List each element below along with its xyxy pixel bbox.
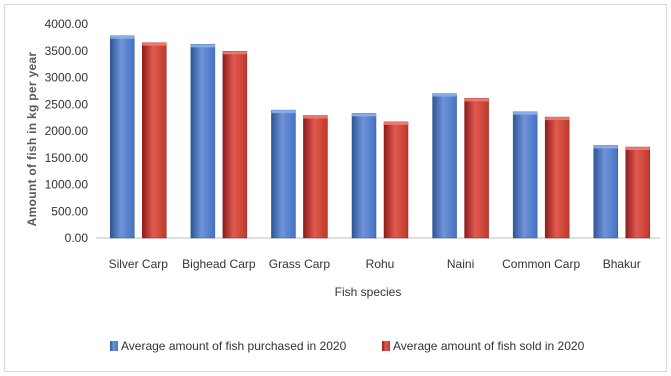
y-tick-label: 3000.00 bbox=[45, 71, 89, 85]
legend-swatch-sold bbox=[382, 341, 390, 351]
bar-sold bbox=[222, 51, 248, 239]
bar-sold bbox=[303, 115, 328, 239]
bar-purchased-cap bbox=[352, 113, 376, 117]
y-tick-label: 3500.00 bbox=[45, 44, 89, 58]
bar-purchased bbox=[110, 35, 135, 239]
bar-purchased-cap bbox=[110, 35, 135, 39]
bar-sold bbox=[383, 121, 409, 239]
x-category-label: Silver Carp bbox=[109, 257, 169, 271]
bar-purchased-cap bbox=[432, 93, 457, 97]
bar-purchased-cap bbox=[271, 110, 296, 114]
x-category-label: Naini bbox=[447, 257, 474, 271]
bar-sold bbox=[544, 116, 570, 239]
bar-purchased bbox=[190, 44, 216, 239]
bar-sold bbox=[142, 42, 167, 239]
y-tick-label: 2000.00 bbox=[45, 124, 89, 138]
bar-sold-cap bbox=[384, 121, 408, 125]
bar-sold-cap bbox=[222, 51, 247, 55]
y-axis-title: Amount of fish in kg per year bbox=[25, 52, 39, 227]
x-category-label: Rohu bbox=[366, 257, 395, 271]
y-tick-label: 1500.00 bbox=[45, 151, 89, 165]
bar-sold-cap bbox=[545, 117, 570, 121]
bar-sold bbox=[625, 146, 650, 239]
bar-purchased bbox=[593, 145, 618, 239]
bar-sold bbox=[464, 98, 489, 239]
y-tick-label: 4000.00 bbox=[45, 17, 89, 31]
y-tick-label: 2500.00 bbox=[45, 97, 89, 111]
bar-purchased-cap bbox=[513, 111, 538, 115]
x-category-label: Common Carp bbox=[502, 257, 580, 271]
y-tick-label: 1000.00 bbox=[45, 178, 89, 192]
y-tick-label: 0.00 bbox=[65, 231, 89, 245]
legend-swatch-purchased bbox=[110, 341, 118, 351]
bar-purchased-cap bbox=[593, 145, 618, 149]
bar-purchased-cap bbox=[190, 44, 215, 48]
x-category-label: Bhakur bbox=[603, 257, 641, 271]
bar-sold-cap bbox=[303, 115, 328, 119]
bar-purchased bbox=[432, 93, 457, 239]
bar-sold-cap bbox=[464, 98, 489, 102]
bar-purchased bbox=[512, 111, 538, 239]
x-category-label: Grass Carp bbox=[269, 257, 331, 271]
bar-sold-cap bbox=[142, 42, 167, 46]
bar-purchased bbox=[271, 109, 296, 239]
x-axis-title: Fish species bbox=[335, 285, 402, 299]
bar-sold-cap bbox=[625, 147, 650, 151]
x-category-label: Bighead Carp bbox=[182, 257, 256, 271]
legend-label-sold: Average amount of fish sold in 2020 bbox=[393, 339, 585, 353]
bar-purchased bbox=[351, 113, 377, 239]
y-tick-label: 500.00 bbox=[51, 204, 88, 218]
legend-label-purchased: Average amount of fish purchased in 2020 bbox=[121, 339, 347, 353]
